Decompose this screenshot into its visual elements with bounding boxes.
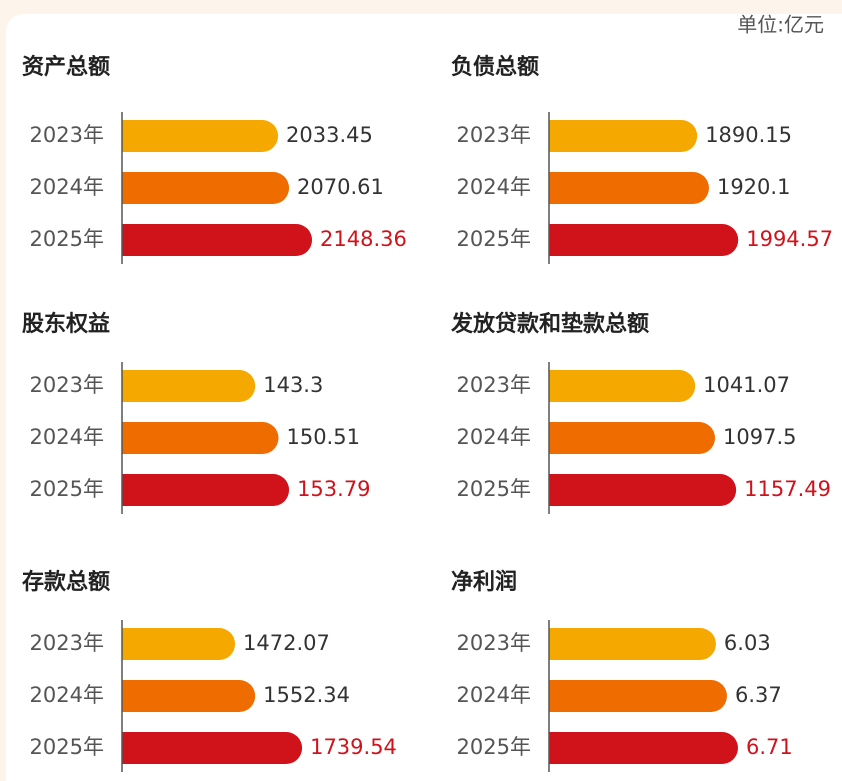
y-tick-label: 2025年 (30, 477, 104, 501)
y-tick-label: 2024年 (457, 425, 531, 449)
y-tick-label: 2025年 (30, 735, 104, 759)
bar (122, 422, 279, 454)
bar (549, 474, 737, 506)
value-label: 1552.34 (263, 683, 350, 707)
bar (549, 422, 716, 454)
bar (549, 120, 698, 152)
value-label: 1472.07 (243, 631, 330, 655)
value-label: 6.03 (724, 631, 771, 655)
chart-title: 股东权益 (22, 311, 110, 337)
value-label: 2070.61 (297, 175, 384, 199)
chart-title: 净利润 (451, 569, 517, 595)
bar (122, 120, 279, 152)
y-tick-label: 2024年 (30, 175, 104, 199)
chart-title: 发放贷款和垫款总额 (450, 311, 649, 337)
y-tick-label: 2024年 (30, 425, 104, 449)
y-tick-label: 2023年 (30, 373, 104, 397)
y-tick-label: 2024年 (457, 175, 531, 199)
y-tick-label: 2024年 (30, 683, 104, 707)
value-label: 1890.15 (705, 123, 792, 147)
bar (549, 628, 716, 660)
bar (122, 680, 256, 712)
panel (6, 14, 842, 781)
bar (122, 224, 313, 256)
value-label: 2033.45 (286, 123, 373, 147)
value-label: 1994.57 (746, 227, 833, 251)
y-tick-label: 2025年 (457, 477, 531, 501)
y-tick-label: 2023年 (457, 123, 531, 147)
bar (549, 680, 727, 712)
value-label: 1097.5 (723, 425, 796, 449)
unit-label: 单位:亿元 (737, 13, 824, 37)
chart-title: 资产总额 (22, 54, 110, 80)
y-tick-label: 2023年 (30, 123, 104, 147)
bar (122, 474, 290, 506)
value-label: 153.79 (297, 477, 370, 501)
y-tick-label: 2025年 (457, 227, 531, 251)
y-tick-label: 2023年 (30, 631, 104, 655)
bar (122, 172, 290, 204)
value-label: 143.3 (263, 373, 323, 397)
value-label: 1157.49 (744, 477, 831, 501)
value-label: 1920.1 (717, 175, 790, 199)
chart-title: 存款总额 (22, 569, 110, 595)
y-tick-label: 2023年 (457, 373, 531, 397)
bar (549, 172, 709, 204)
value-label: 150.51 (286, 425, 359, 449)
value-label: 6.37 (735, 683, 782, 707)
bar (122, 370, 256, 402)
y-tick-label: 2025年 (457, 735, 531, 759)
value-label: 1041.07 (703, 373, 790, 397)
bar (549, 370, 696, 402)
value-label: 1739.54 (310, 735, 397, 759)
bar (549, 732, 738, 764)
bar (549, 224, 739, 256)
bar (122, 628, 236, 660)
bar (122, 732, 303, 764)
y-tick-label: 2025年 (30, 227, 104, 251)
y-tick-label: 2024年 (457, 683, 531, 707)
chart-title: 负债总额 (451, 54, 539, 80)
value-label: 2148.36 (320, 227, 407, 251)
y-tick-label: 2023年 (457, 631, 531, 655)
value-label: 6.71 (746, 735, 793, 759)
